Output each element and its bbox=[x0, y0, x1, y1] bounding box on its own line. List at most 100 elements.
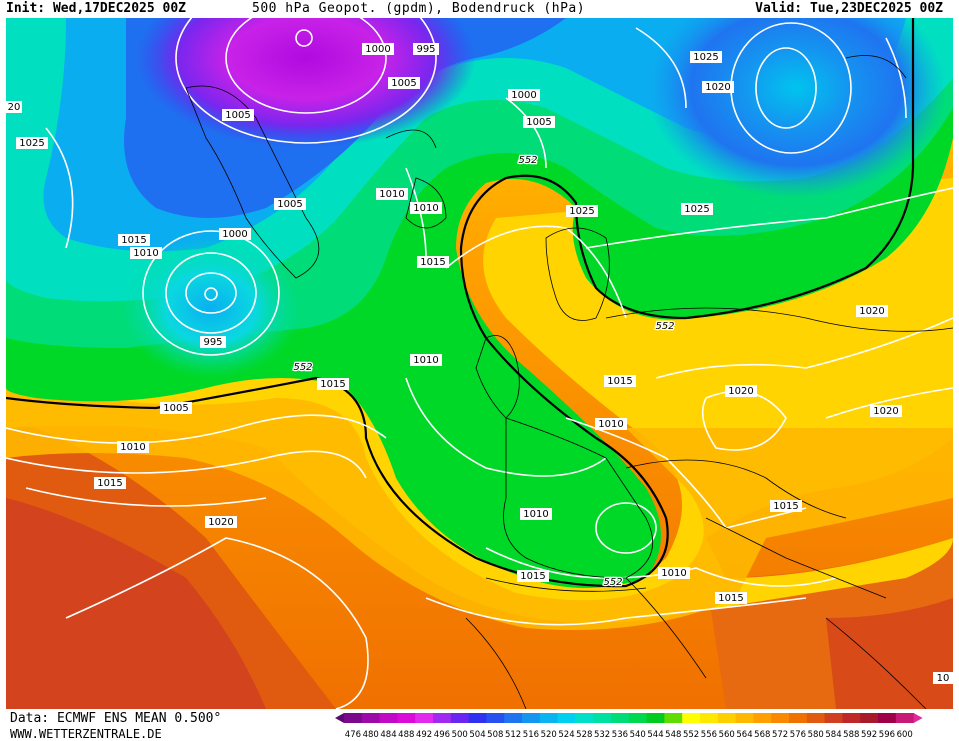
isobar-label: 1005 bbox=[391, 78, 416, 89]
map-footer: Data: ECMWF ENS MEAN 0.500° WWW.WETTERZE… bbox=[0, 709, 959, 741]
color-scale-swatch bbox=[824, 713, 843, 723]
color-scale-swatch bbox=[842, 713, 861, 723]
isobar-label-group: 1000 995 1005 1005 1000 1005 1025 1020 2… bbox=[6, 43, 953, 684]
color-scale-tick-label: 584 bbox=[825, 730, 841, 740]
color-scale-tick-label: 540 bbox=[630, 730, 646, 740]
contour-label-552: 552 bbox=[293, 362, 312, 373]
color-scale-swatches bbox=[335, 713, 923, 723]
color-scale-tick-label: 532 bbox=[594, 730, 610, 740]
color-scale-tick-label: 492 bbox=[416, 730, 432, 740]
low-center-polar bbox=[295, 29, 313, 47]
isobar-label: 1005 bbox=[277, 199, 302, 210]
isobar-label: 1015 bbox=[420, 257, 445, 268]
color-scale-swatch bbox=[397, 713, 416, 723]
color-scale-swatch bbox=[361, 713, 381, 723]
color-scale-swatch bbox=[344, 713, 363, 723]
low-center-atlantic bbox=[204, 287, 218, 301]
color-scale-swatch bbox=[878, 713, 897, 723]
color-scale-tick-label: 580 bbox=[808, 730, 824, 740]
se-hot-zone bbox=[826, 598, 953, 709]
color-scale-arrow-right bbox=[913, 713, 923, 723]
isobar-label: 1025 bbox=[693, 52, 718, 63]
color-scale-tick-label: 576 bbox=[790, 730, 806, 740]
color-scale-swatch bbox=[450, 713, 470, 723]
color-scale-tick-label: 500 bbox=[452, 730, 468, 740]
isobar-label: 1005 bbox=[225, 110, 250, 121]
valid-time-label: Valid: Tue,23DEC2025 00Z bbox=[755, 1, 943, 16]
color-scale-arrow-left bbox=[335, 713, 344, 723]
color-scale-swatch bbox=[771, 713, 790, 723]
color-scale-swatch bbox=[575, 713, 594, 723]
map-header: Init: Wed,17DEC2025 00Z 500 hPa Geopot. … bbox=[0, 0, 959, 18]
color-scale-swatch bbox=[539, 713, 559, 723]
color-scale-swatch bbox=[557, 713, 576, 723]
color-scale-swatch bbox=[860, 713, 879, 723]
atlantic-low bbox=[121, 238, 301, 378]
color-scale-tick-label: 556 bbox=[701, 730, 717, 740]
color-scale-swatch bbox=[664, 713, 683, 723]
isobar-label: 1020 bbox=[873, 406, 898, 417]
isobar-label: 1005 bbox=[163, 403, 188, 414]
color-scale-tick-label: 572 bbox=[772, 730, 788, 740]
color-scale-swatch bbox=[504, 713, 523, 723]
color-scale-swatch bbox=[379, 713, 398, 723]
map-title: 500 hPa Geopot. (gpdm), Bodendruck (hPa) bbox=[252, 1, 586, 16]
color-scale-swatch bbox=[468, 713, 487, 723]
isobar-label: 1010 bbox=[598, 419, 623, 430]
isobar-label: 1020 bbox=[728, 386, 753, 397]
color-scale-tick-label: 488 bbox=[398, 730, 414, 740]
color-scale-swatch bbox=[895, 713, 915, 723]
color-scale-tick-label: 600 bbox=[897, 730, 913, 740]
color-scale-swatch bbox=[682, 713, 701, 723]
weather-map: 1000 995 1005 1005 1000 1005 1025 1020 2… bbox=[6, 18, 953, 709]
color-scale-legend: 476 480 484 488 492 496 500 504 508 512 516 520 524 5… bbox=[335, 713, 923, 740]
isobar-label: 1010 bbox=[120, 442, 145, 453]
isobar-label: 1005 bbox=[526, 117, 551, 128]
isobar-label: 995 bbox=[203, 337, 222, 348]
isobar-label: 1000 bbox=[365, 44, 390, 55]
color-scale-swatch bbox=[486, 713, 505, 723]
color-scale-tick-label: 480 bbox=[363, 730, 379, 740]
orange-band bbox=[6, 378, 953, 630]
color-scale-swatch bbox=[593, 713, 612, 723]
color-scale-tick-label: 548 bbox=[665, 730, 681, 740]
color-scale-tick-label: 536 bbox=[612, 730, 628, 740]
color-scale-tick-label: 528 bbox=[576, 730, 592, 740]
isobar-label: 1010 bbox=[379, 189, 404, 200]
color-scale-swatch bbox=[735, 713, 754, 723]
website-label: WWW.WETTERZENTRALE.DE bbox=[10, 727, 162, 741]
isobar-label: 10 bbox=[937, 673, 950, 684]
color-scale-tick-label: 544 bbox=[647, 730, 663, 740]
weather-map-canvas: 1000 995 1005 1005 1000 1005 1025 1020 2… bbox=[6, 18, 953, 709]
color-scale-swatch bbox=[646, 713, 665, 723]
color-scale-swatch bbox=[717, 713, 737, 723]
init-time-label: Init: Wed,17DEC2025 00Z bbox=[6, 1, 187, 16]
color-scale-tick-label: 524 bbox=[558, 730, 574, 740]
color-scale-tick-label: 520 bbox=[541, 730, 557, 740]
color-scale-tick-label: 496 bbox=[434, 730, 450, 740]
contour-label-552: 552 bbox=[603, 577, 622, 588]
color-scale-tick-label: 568 bbox=[754, 730, 770, 740]
isobar-label: 1025 bbox=[684, 204, 709, 215]
color-scale-tick-label: 516 bbox=[523, 730, 539, 740]
color-scale-tick-label: 592 bbox=[861, 730, 877, 740]
color-scale-swatch bbox=[522, 713, 541, 723]
isobar-label: 1015 bbox=[97, 478, 122, 489]
color-scale-tick-label: 476 bbox=[345, 730, 361, 740]
isobar-label: 1015 bbox=[520, 571, 545, 582]
data-source-label: Data: ECMWF ENS MEAN 0.500° bbox=[10, 711, 222, 726]
color-scale-tick-label: 560 bbox=[719, 730, 735, 740]
color-scale-swatch bbox=[789, 713, 808, 723]
color-scale-tick-label: 484 bbox=[380, 730, 396, 740]
isobar-label: 1000 bbox=[222, 229, 247, 240]
contour-label-552: 552 bbox=[518, 155, 537, 166]
isobar-label: 1015 bbox=[121, 235, 146, 246]
sw-hot-zone bbox=[6, 498, 266, 709]
isobar-label: 1010 bbox=[661, 568, 686, 579]
isobar-label: 1020 bbox=[705, 82, 730, 93]
contour-label-552: 552 bbox=[655, 321, 674, 332]
isobar-label: 1025 bbox=[569, 206, 594, 217]
isobar-label: 1015 bbox=[607, 376, 632, 387]
color-scale-swatch bbox=[433, 713, 452, 723]
color-scale-tick-label: 504 bbox=[469, 730, 485, 740]
